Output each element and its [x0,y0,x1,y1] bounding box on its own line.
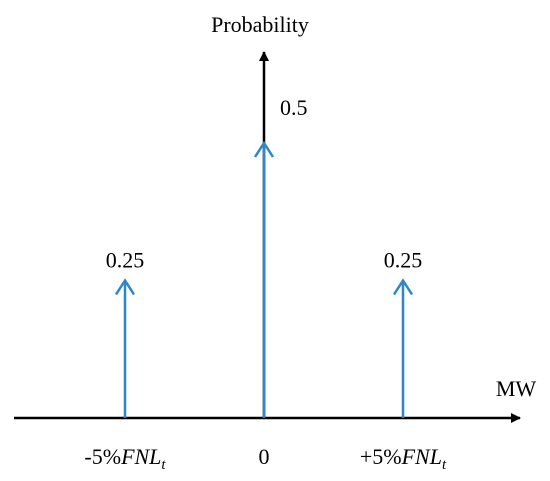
impulse-arrowhead-0 [114,278,136,296]
category-label-0: -5%FNLt [84,444,166,473]
impulse-series: 0.25 -5%FNLt 0.5 0 0.25 +5%FNLt [84,95,447,473]
value-label-0: 0.25 [106,248,145,273]
x-axis-label: MW [496,376,537,401]
category-label-1: 0 [259,444,270,469]
impulse-arrowhead-2 [392,278,414,296]
value-label-1: 0.5 [280,95,308,120]
category-label-2: +5%FNLt [360,444,447,473]
y-axis-label: Probability [211,12,309,37]
value-label-2: 0.25 [384,248,423,273]
impulse-arrowhead-1 [253,140,275,158]
